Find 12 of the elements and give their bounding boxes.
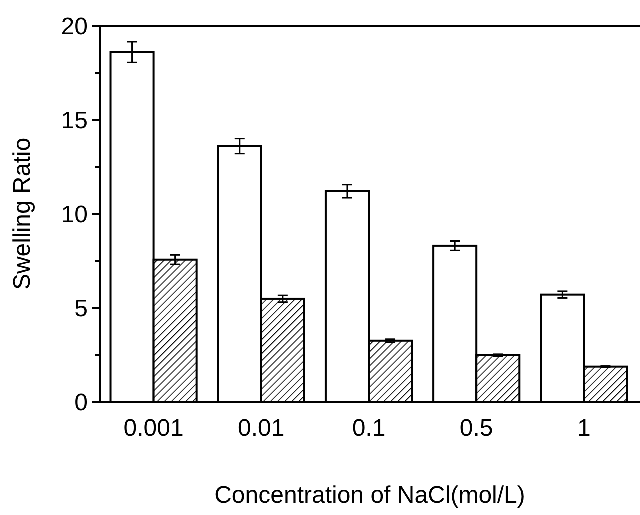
x-tick-label: 1 bbox=[578, 415, 591, 442]
y-tick-label: 0 bbox=[74, 389, 88, 416]
x-tick-label: 0.001 bbox=[124, 415, 184, 442]
x-tick-label: 0.5 bbox=[460, 415, 494, 442]
y-axis-title: Swelling Ratio bbox=[9, 138, 36, 290]
x-tick-label: 0.01 bbox=[238, 415, 285, 442]
y-tick-label: 10 bbox=[61, 201, 88, 228]
y-tick-label: 20 bbox=[61, 13, 88, 40]
y-tick-label: 5 bbox=[74, 295, 88, 322]
y-tick-label: 15 bbox=[61, 107, 88, 134]
x-tick-label: 0.1 bbox=[352, 415, 386, 442]
x-axis-title: Concentration of NaCl(mol/L) bbox=[214, 482, 526, 509]
